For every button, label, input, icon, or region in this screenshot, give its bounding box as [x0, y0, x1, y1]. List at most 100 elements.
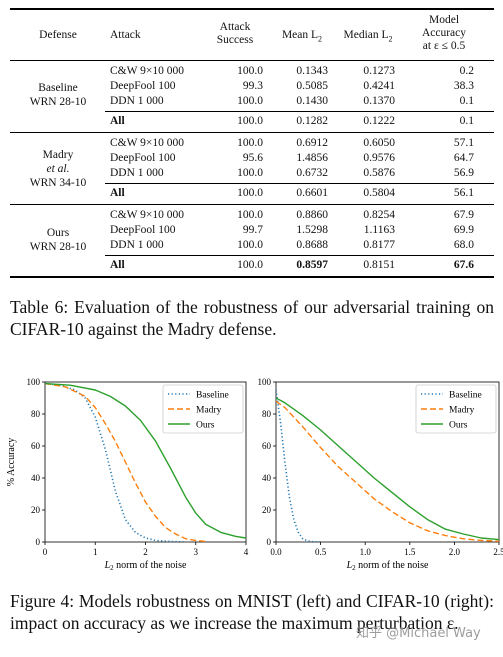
group-rule — [10, 132, 494, 133]
figure-caption: Figure 4: Models robustness on MNIST (le… — [10, 591, 494, 633]
cell-success: 100.0 — [237, 65, 263, 77]
x-tick-label: 3 — [194, 547, 199, 557]
cell-success: 100.0 — [237, 187, 263, 199]
x-axis-label: L2 norm of the noise — [346, 560, 429, 572]
cell-success: 100.0 — [237, 239, 263, 251]
cell-success: 95.6 — [242, 152, 263, 164]
cell-attack: DeepFool 100 — [110, 152, 176, 164]
x-axis-label: L2 norm of the noise — [104, 560, 187, 572]
cell-accuracy: 56.1 — [453, 187, 474, 199]
group-all-rule — [105, 183, 494, 184]
cell-mean: 1.5298 — [296, 224, 328, 236]
cell-mean: 0.8688 — [296, 239, 328, 251]
cell-success: 100.0 — [237, 209, 263, 221]
header-median-text: Median L — [343, 29, 389, 41]
legend-label-madry: Madry — [449, 406, 475, 416]
cell-median: 0.4241 — [363, 80, 395, 92]
cell-accuracy: 0.2 — [459, 65, 474, 77]
y-tick-label: 40 — [262, 473, 272, 483]
table-top-rule — [10, 8, 494, 10]
y-tick-label: 20 — [31, 505, 41, 515]
y-tick-label: 40 — [31, 473, 41, 483]
cell-success: 100.0 — [237, 137, 263, 149]
x-tick-label: 4 — [244, 547, 249, 557]
cell-mean: 0.8597 — [296, 259, 328, 271]
y-axis-label: % Accuracy — [6, 438, 17, 487]
header-rule — [10, 60, 494, 61]
cell-median: 0.8254 — [363, 209, 395, 221]
legend-box — [162, 384, 244, 434]
cell-mean: 0.6601 — [296, 187, 328, 199]
cell-attack: All — [110, 187, 125, 199]
defense-label-baseline: Baseline WRN 28-10 — [10, 81, 106, 109]
series-line-ours — [276, 397, 499, 541]
defense-line: WRN 34-10 — [29, 177, 87, 189]
table-caption: Table 6: Evaluation of the robustness of… — [10, 297, 494, 339]
cell-median: 0.1370 — [363, 95, 395, 107]
defense-line: Ours — [46, 227, 70, 239]
header-mean-l2: Mean L2 — [270, 29, 334, 45]
y-tick-label: 80 — [262, 409, 272, 419]
cell-attack: DDN 1 000 — [110, 95, 164, 107]
cell-median: 0.9576 — [363, 152, 395, 164]
group-all-rule — [105, 111, 494, 112]
x-tick-label: 2 — [143, 547, 148, 557]
header-acc-line3: at ε ≤ 0.5 — [422, 40, 466, 52]
defense-line: Baseline — [38, 82, 78, 94]
cell-accuracy: 67.6 — [453, 259, 474, 271]
y-tick-label: 100 — [258, 377, 272, 387]
header-mean-sub: 2 — [318, 34, 323, 44]
defense-line: WRN 28-10 — [29, 241, 87, 253]
defense-line: Madry — [42, 149, 74, 161]
cell-attack: C&W 9×10 000 — [110, 209, 184, 221]
cell-attack: All — [110, 259, 125, 271]
cell-median: 0.1222 — [363, 115, 395, 127]
cell-attack: DDN 1 000 — [110, 239, 164, 251]
defense-label-ours: Ours WRN 28-10 — [10, 226, 106, 254]
cell-mean: 1.4856 — [296, 152, 328, 164]
cell-median: 0.1273 — [363, 65, 395, 77]
cell-attack: DeepFool 100 — [110, 80, 176, 92]
cell-accuracy: 69.9 — [453, 224, 474, 236]
x-tick-label: 2.0 — [449, 547, 461, 557]
plot-frame — [275, 381, 500, 543]
cell-attack: C&W 9×10 000 — [110, 137, 184, 149]
header-mean-text: Mean L — [281, 29, 319, 41]
defense-line: WRN 28-10 — [29, 96, 87, 108]
cell-accuracy: 38.3 — [453, 80, 474, 92]
cell-accuracy: 57.1 — [453, 137, 474, 149]
cell-accuracy: 64.7 — [453, 152, 474, 164]
cell-accuracy: 68.0 — [453, 239, 474, 251]
x-tick-label: 1.5 — [404, 547, 416, 557]
cell-accuracy: 0.1 — [459, 115, 474, 127]
legend-label-ours: Ours — [196, 421, 215, 431]
x-tick-label: 2.5 — [493, 547, 503, 557]
group-rule — [10, 204, 494, 205]
cell-median: 0.8177 — [363, 239, 395, 251]
y-tick-label: 100 — [27, 377, 41, 387]
y-tick-label: 60 — [31, 441, 41, 451]
cell-mean: 0.1343 — [296, 65, 328, 77]
header-median-l2: Median L2 — [336, 29, 400, 45]
cell-accuracy: 56.9 — [453, 167, 474, 179]
header-attack: Attack — [110, 29, 141, 41]
cell-mean: 0.5085 — [296, 80, 328, 92]
cell-attack: All — [110, 115, 125, 127]
header-median-sub: 2 — [388, 34, 393, 44]
cell-accuracy: 67.9 — [453, 209, 474, 221]
cell-success: 99.3 — [242, 80, 263, 92]
cell-attack: DeepFool 100 — [110, 224, 176, 236]
cell-success: 100.0 — [237, 115, 263, 127]
cell-success: 100.0 — [237, 95, 263, 107]
legend-label-ours: Ours — [449, 421, 468, 431]
cell-success: 100.0 — [237, 259, 263, 271]
y-tick-label: 0 — [267, 537, 272, 547]
cell-median: 0.6050 — [363, 137, 395, 149]
group-all-rule — [105, 255, 494, 256]
series-line-madry — [45, 382, 206, 542]
cell-mean: 0.6912 — [296, 137, 328, 149]
x-tick-label: 0.5 — [315, 547, 327, 557]
header-defense: Defense — [39, 29, 77, 41]
series-line-madry — [276, 400, 499, 542]
